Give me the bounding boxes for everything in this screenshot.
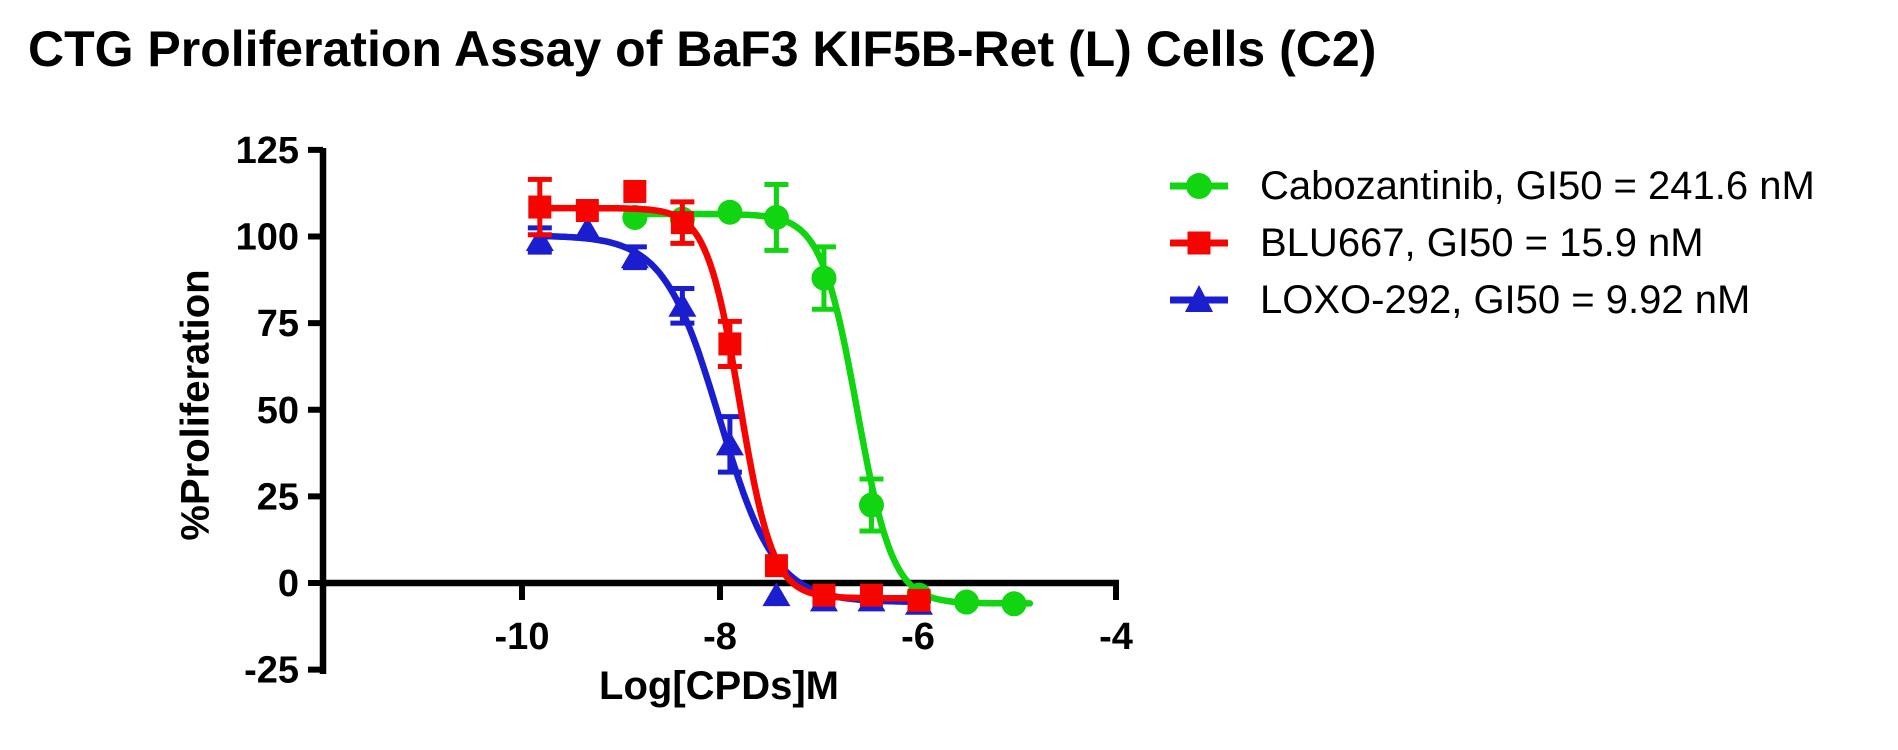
svg-text:-25: -25: [244, 650, 299, 692]
svg-text:50: 50: [257, 390, 299, 432]
cabozantinib-circle-swatch-icon: [1170, 173, 1228, 199]
legend-label-loxo292: LOXO-292, GI50 = 9.92 nM: [1260, 278, 1751, 322]
svg-text:25: 25: [257, 476, 299, 518]
svg-text:100: 100: [236, 217, 299, 259]
svg-text:-8: -8: [703, 616, 737, 658]
legend-label-blu667: BLU667, GI50 = 15.9 nM: [1260, 221, 1704, 265]
svg-text:125: 125: [236, 130, 299, 172]
legend-item-loxo292: LOXO-292, GI50 = 9.92 nM: [1168, 272, 1815, 329]
svg-text:75: 75: [257, 303, 299, 345]
legend: Cabozantinib, GI50 = 241.6 nM BLU667, GI…: [1168, 158, 1815, 329]
legend-label-cabozantinib: Cabozantinib, GI50 = 241.6 nM: [1260, 164, 1815, 208]
x-axis-label: Log[CPDs]M: [599, 664, 839, 708]
svg-text:-6: -6: [901, 616, 935, 658]
svg-text:0: 0: [278, 563, 299, 605]
blu667-square-swatch-icon: [1170, 231, 1228, 255]
chart-title: CTG Proliferation Assay of BaF3 KIF5B-Re…: [28, 21, 1377, 77]
legend-item-cabozantinib: Cabozantinib, GI50 = 241.6 nM: [1168, 158, 1815, 215]
legend-item-blu667: BLU667, GI50 = 15.9 nM: [1168, 215, 1815, 272]
svg-text:-4: -4: [1099, 616, 1133, 658]
svg-text:-10: -10: [495, 616, 550, 658]
loxo292-triangle-swatch-icon: [1170, 285, 1228, 312]
